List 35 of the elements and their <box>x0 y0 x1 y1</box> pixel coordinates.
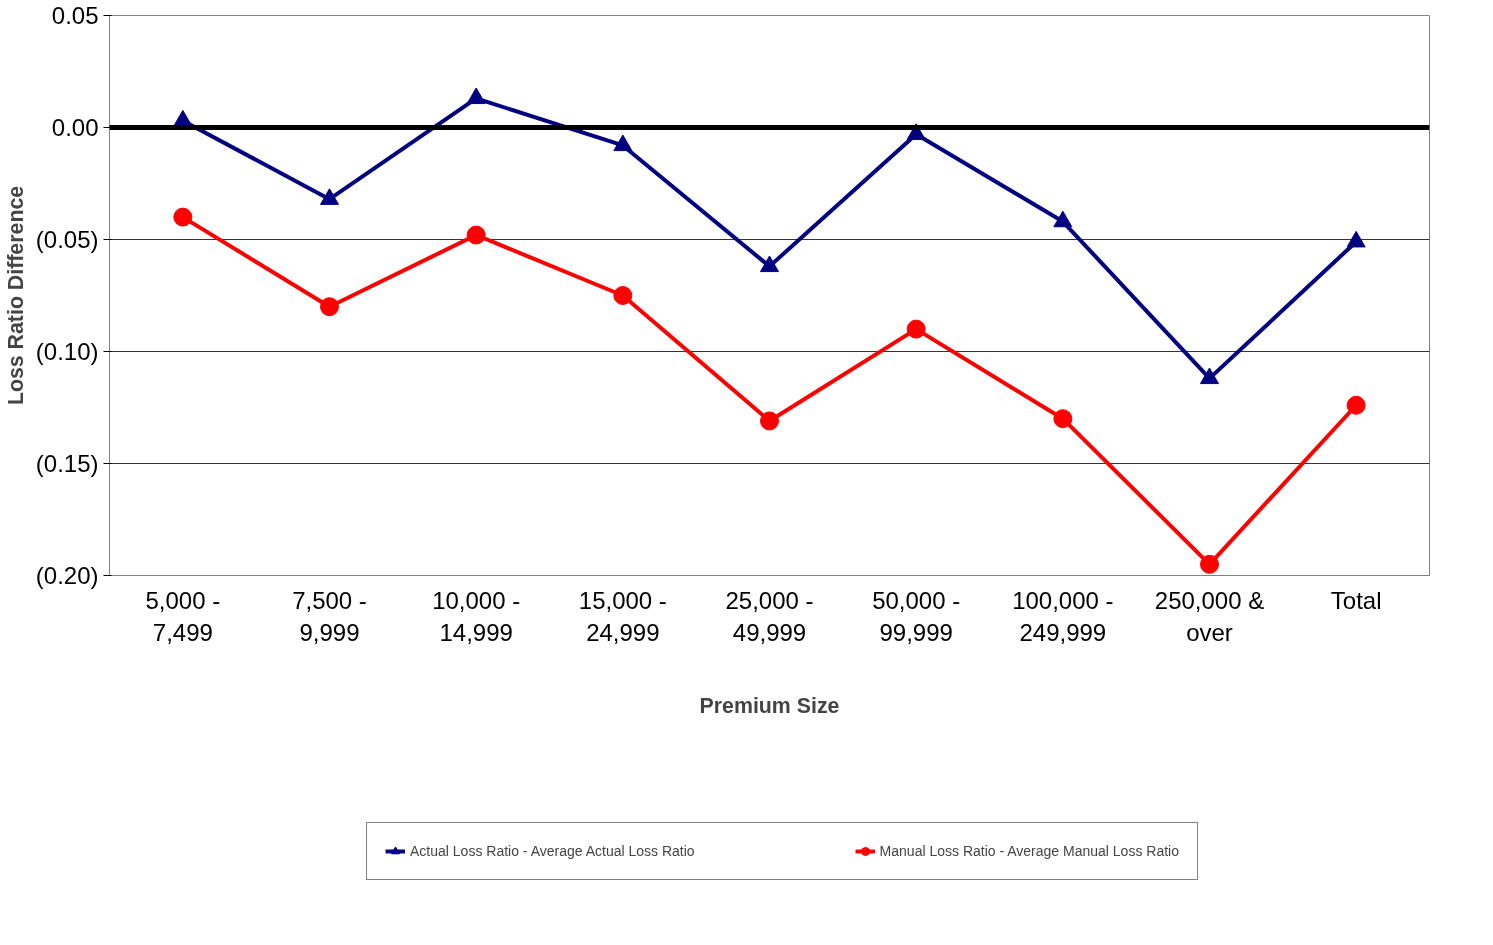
point <box>173 207 193 227</box>
point <box>613 286 633 305</box>
point <box>320 297 339 317</box>
point <box>466 225 486 245</box>
point <box>613 134 633 152</box>
y-tick-label: (0.15) <box>35 450 99 477</box>
point <box>1200 367 1219 385</box>
point <box>1346 395 1366 415</box>
x-tick-label: 5,000 - 7,499 <box>145 586 221 646</box>
y-tick-label: (0.10) <box>35 338 99 365</box>
x-tick-label: 25,000 - 49,999 <box>725 586 814 646</box>
point <box>906 319 926 339</box>
y-tick-label: 0.05 <box>51 2 99 29</box>
x-tick-label: Total <box>1330 586 1382 614</box>
point <box>760 255 779 273</box>
y-axis-title: Loss Ratio Difference <box>3 185 28 406</box>
x-axis-title: Premium Size <box>699 693 840 718</box>
point <box>1346 230 1366 248</box>
legend-label: Actual Loss Ratio - Average Actual Loss Ratio <box>410 843 695 859</box>
y-tick-label: (0.20) <box>35 562 99 589</box>
point <box>760 411 779 431</box>
y-tick-label: 0.00 <box>51 114 99 141</box>
x-tick-label: 7,500 - 9,999 <box>292 586 367 646</box>
point <box>1053 409 1073 429</box>
point <box>1053 210 1073 228</box>
point <box>320 188 339 205</box>
y-tick-label: (0.05) <box>35 226 99 253</box>
legend-label: Manual Loss Ratio - Average Manual Loss Ratio <box>879 843 1179 859</box>
point <box>1200 554 1219 574</box>
x-tick-label: 10,000 - 14,999 <box>432 586 521 646</box>
point <box>466 87 486 105</box>
x-tick-label: 15,000 - 24,999 <box>578 586 667 646</box>
x-tick-label: 50,000 - 99,999 <box>872 586 961 646</box>
x-tick-label: 100,000 - 249,999 <box>1012 586 1114 646</box>
x-tick-label: 250,000 & over <box>1154 586 1265 646</box>
